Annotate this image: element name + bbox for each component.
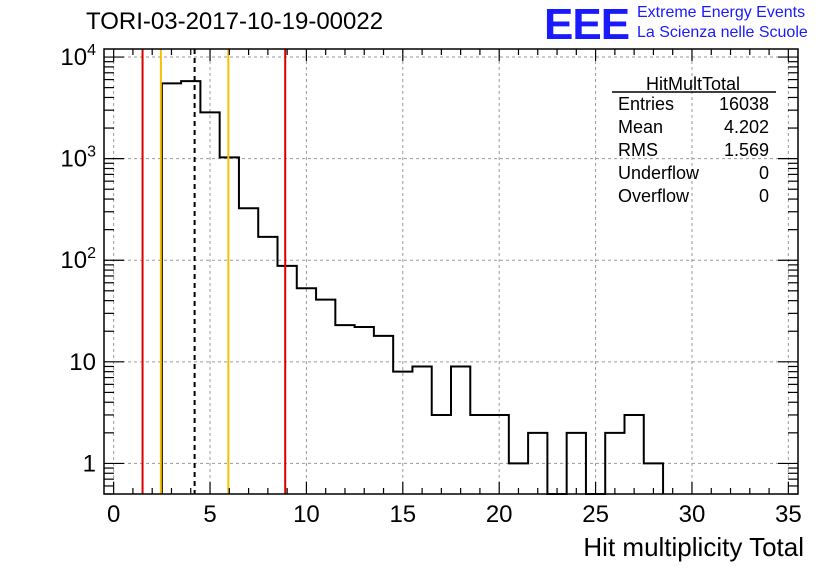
y-tick-label: 103 bbox=[60, 144, 96, 173]
histogram-bin bbox=[625, 415, 644, 494]
stats-row-label: Overflow bbox=[618, 186, 690, 206]
axis-tick-labels: 0 5 10 15 20 25 30 35 1 10 102 103 104 bbox=[60, 42, 801, 528]
plot-frame bbox=[103, 48, 799, 495]
stats-row-value: 0 bbox=[759, 163, 769, 183]
histogram-bars bbox=[160, 80, 665, 495]
y-tick-label: 104 bbox=[60, 42, 96, 71]
x-tick-label: 20 bbox=[486, 501, 513, 528]
stats-box: HitMultTotal Entries 16038 Mean 4.202 RMS 1.5… bbox=[612, 74, 776, 206]
grid-lines bbox=[104, 49, 798, 494]
stats-row-label: Mean bbox=[618, 117, 663, 137]
stats-row-label: RMS bbox=[618, 140, 658, 160]
stats-row-label: Underflow bbox=[618, 163, 700, 183]
stats-rows: Entries 16038 Mean 4.202 RMS 1.569 Underflow 0 O… bbox=[618, 94, 769, 206]
stats-row-value: 1.569 bbox=[724, 140, 769, 160]
y-tick-label: 102 bbox=[60, 245, 96, 274]
histogram-bin bbox=[335, 325, 354, 494]
histogram-bin bbox=[316, 300, 335, 494]
histogram-bin bbox=[181, 81, 200, 494]
x-tick-label: 5 bbox=[203, 501, 216, 528]
histogram-bin bbox=[278, 266, 297, 494]
stats-title: HitMultTotal bbox=[646, 74, 740, 94]
chart-title: TORI-03-2017-10-19-00022 bbox=[86, 8, 384, 35]
stats-row-value: 4.202 bbox=[724, 117, 769, 137]
histogram-bin bbox=[567, 433, 586, 494]
logo-line-2: La Scienza nelle Scuole bbox=[637, 24, 808, 41]
vertical-marker-lines bbox=[141, 49, 287, 494]
histogram-bin bbox=[239, 208, 258, 494]
stats-row-value: 16038 bbox=[719, 94, 769, 114]
stats-row-label: Entries bbox=[618, 94, 674, 114]
histogram-bin bbox=[162, 83, 181, 494]
x-tick-label: 10 bbox=[293, 501, 320, 528]
histogram-bin bbox=[412, 366, 431, 494]
histogram-bin bbox=[258, 237, 277, 494]
histogram-bin bbox=[470, 415, 489, 494]
histogram-bin bbox=[432, 415, 451, 494]
histogram-bin bbox=[451, 366, 470, 494]
histogram-outline bbox=[160, 80, 665, 495]
axis-ticks bbox=[104, 49, 798, 495]
histogram-bin bbox=[355, 327, 374, 494]
stats-row-value: 0 bbox=[759, 186, 769, 206]
y-tick-label: 1 bbox=[83, 450, 96, 477]
x-tick-label: 0 bbox=[107, 501, 120, 528]
x-tick-label: 30 bbox=[679, 501, 706, 528]
eee-logo: EEE bbox=[544, 0, 630, 49]
y-tick-label: 10 bbox=[69, 349, 96, 376]
x-axis-label: Hit multiplicity Total bbox=[583, 532, 804, 562]
x-tick-label: 25 bbox=[582, 501, 609, 528]
x-tick-label: 15 bbox=[389, 501, 416, 528]
logo-line-1: Extreme Energy Events bbox=[637, 4, 806, 21]
histogram-bin bbox=[374, 336, 393, 494]
x-tick-label: 35 bbox=[775, 501, 802, 528]
